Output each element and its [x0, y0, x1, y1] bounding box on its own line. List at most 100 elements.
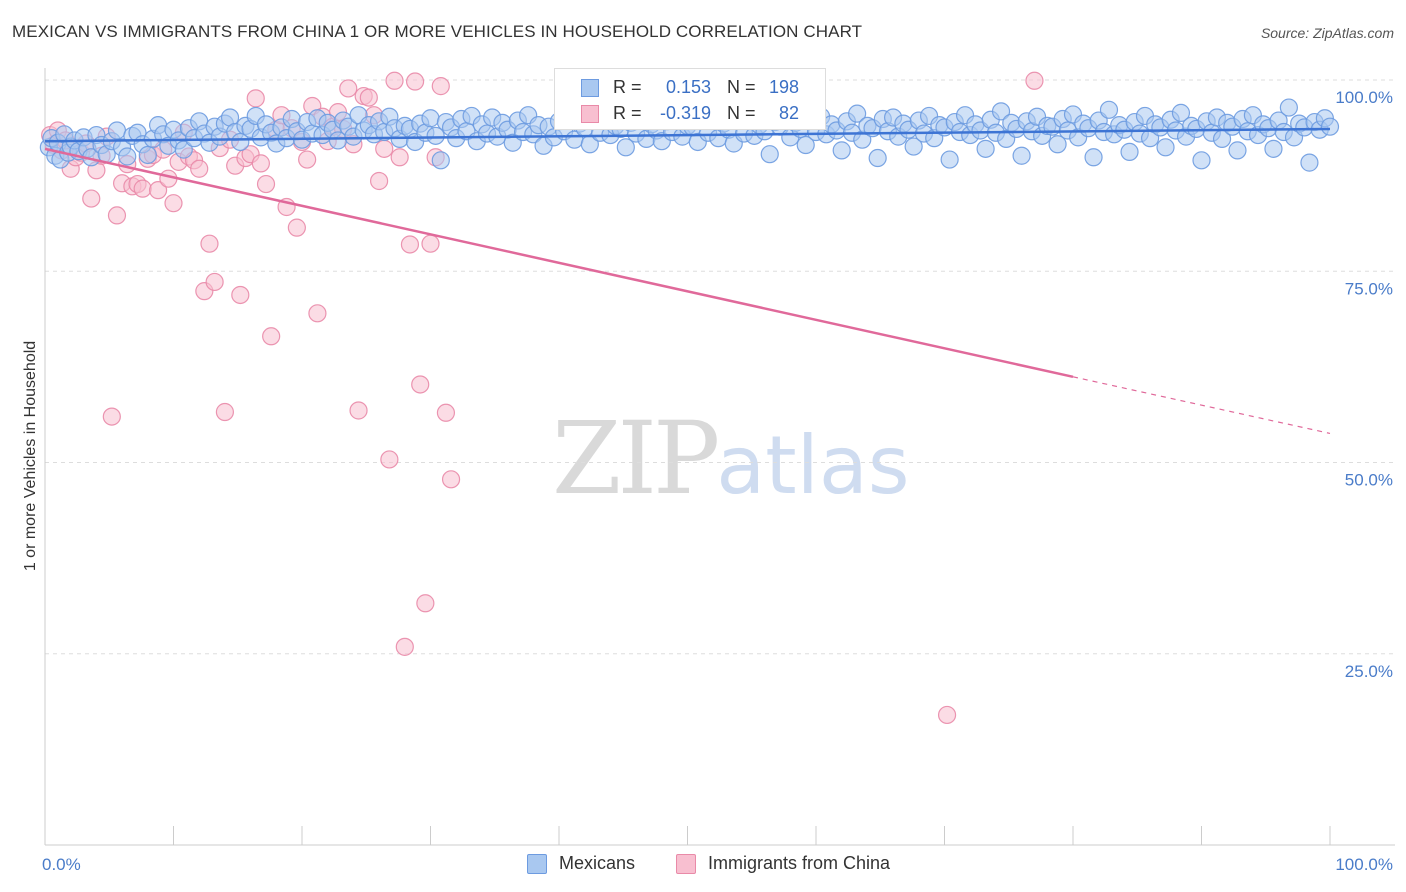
point-china: [256, 174, 276, 194]
point-mexicans: [431, 151, 450, 170]
point-china: [1025, 71, 1044, 90]
point-china: [431, 77, 450, 96]
legend-swatch-china: [581, 105, 599, 123]
point-mexicans: [231, 132, 250, 152]
point-mexicans: [138, 145, 157, 165]
point-mexicans: [1171, 103, 1191, 122]
point-mexicans: [616, 138, 635, 157]
trend-line-china-extension: [1072, 376, 1331, 435]
point-mexicans: [421, 109, 440, 128]
point-mexicans: [832, 141, 851, 160]
point-mexicans: [1012, 146, 1031, 165]
legend-r-value: 0.153: [665, 77, 711, 97]
y-tick-label: 75.0%: [1345, 279, 1393, 298]
point-mexicans: [904, 137, 923, 156]
point-china: [385, 71, 404, 90]
point-mexicans: [1279, 98, 1298, 117]
legend-swatch-china: [676, 854, 696, 874]
legend-n-label: N =: [727, 103, 756, 123]
point-china: [375, 139, 394, 158]
point-mexicans: [1192, 151, 1211, 170]
point-china: [82, 189, 101, 208]
point-china: [200, 234, 219, 253]
series-legend: Mexicans Immigrants from China: [0, 852, 1406, 878]
legend-n-value: 82: [778, 103, 799, 123]
point-mexicans: [1048, 135, 1067, 154]
point-china: [349, 401, 368, 420]
point-mexicans: [760, 145, 779, 164]
point-china: [416, 594, 435, 613]
y-axis-label: 1 or more Vehicles in Household: [22, 341, 39, 571]
legend-n-value: 198: [768, 77, 799, 97]
point-china: [298, 150, 317, 169]
point-china: [164, 194, 183, 213]
point-china: [205, 272, 224, 292]
point-china: [405, 72, 425, 91]
legend-r-label: R =: [613, 77, 642, 97]
legend-n-label: N =: [727, 77, 756, 97]
watermark-zip: ZIP: [552, 400, 720, 517]
axes: [44, 68, 1395, 846]
point-china: [421, 234, 440, 253]
y-tick-label: 25.0%: [1345, 662, 1393, 681]
point-china: [231, 285, 250, 305]
point-china: [215, 402, 234, 422]
point-mexicans: [426, 126, 445, 145]
point-china: [102, 407, 121, 426]
point-mexicans: [848, 104, 867, 123]
y-tick-label: 50.0%: [1345, 471, 1393, 490]
chart-source: Source: ZipAtlas.com: [1260, 25, 1394, 41]
point-china: [390, 148, 409, 167]
point-china: [308, 304, 327, 323]
axis-labels: 25.0% 50.0% 75.0% 100.0% 0.0% 100.0% 1 or more…: [22, 88, 1393, 874]
legend-label-china: Immigrants from China: [708, 853, 891, 873]
point-mexicans: [976, 139, 995, 158]
point-mexicans: [991, 102, 1011, 121]
point-china: [133, 179, 152, 198]
point-china: [395, 637, 414, 656]
point-china: [441, 470, 461, 489]
x-tick-label: 100.0%: [1335, 855, 1393, 874]
chart-title: MEXICAN VS IMMIGRANTS FROM CHINA 1 OR MO…: [12, 22, 863, 41]
point-mexicans: [1120, 142, 1139, 162]
point-mexicans: [1228, 141, 1247, 160]
watermark-atlas: atlas: [716, 419, 910, 512]
point-china: [148, 181, 168, 200]
point-mexicans: [118, 147, 137, 166]
legend-row-china: R = -0.319 N = 82: [555, 101, 825, 127]
trend-lines: [44, 127, 1331, 435]
legend-r-value: -0.319: [659, 103, 711, 123]
point-china: [287, 218, 306, 237]
point-mexicans: [1320, 117, 1340, 136]
point-china: [937, 705, 957, 725]
point-china: [251, 154, 270, 173]
point-mexicans: [940, 150, 959, 169]
legend-swatch-mexicans: [581, 79, 599, 97]
point-china: [190, 159, 209, 178]
point-china: [262, 327, 281, 346]
point-mexicans: [107, 121, 127, 140]
y-tick-label: 100.0%: [1335, 88, 1393, 107]
trend-line-mexicans: [44, 127, 1331, 143]
point-china: [246, 89, 265, 108]
series-immigrants-from-china: [41, 71, 1044, 725]
point-mexicans: [868, 148, 887, 168]
point-china: [370, 171, 389, 191]
point-china: [411, 375, 430, 394]
point-mexicans: [1084, 148, 1103, 167]
point-mexicans: [1156, 138, 1175, 157]
point-china: [400, 235, 420, 254]
point-mexicans: [1264, 139, 1283, 158]
x-tick-label: 0.0%: [42, 855, 81, 874]
point-china: [339, 79, 358, 98]
watermark: ZIPatlas: [552, 400, 910, 517]
correlation-legend: R = 0.153 N = 198 R = -0.319 N = 82: [554, 68, 826, 130]
legend-label-mexicans: Mexicans: [559, 853, 636, 873]
trend-line-china: [44, 147, 1074, 379]
point-mexicans: [1300, 153, 1319, 172]
legend-r-label: R =: [613, 103, 642, 123]
point-china: [107, 206, 127, 225]
point-china: [436, 403, 456, 422]
legend-swatch-mexicans: [527, 854, 547, 874]
